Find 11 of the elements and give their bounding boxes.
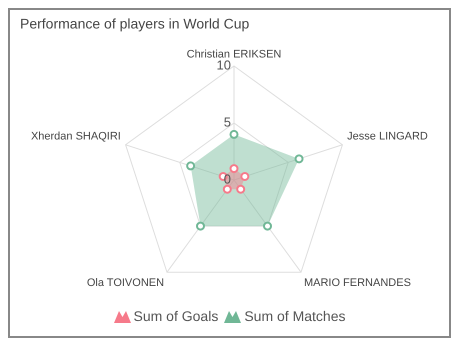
chart-title: Performance of players in World Cup (20, 15, 250, 32)
legend-label: Sum of Matches (244, 308, 346, 324)
spoke-label: Christian ERIKSEN (186, 48, 282, 60)
spoke-label: Jesse LINGARD (347, 130, 428, 143)
y-tick-label: 5 (224, 114, 231, 130)
spoke-label: Xherdan SHAQIRI (30, 130, 121, 143)
y-tick-label: 10 (216, 58, 231, 73)
legend-label: Sum of Goals (134, 308, 218, 324)
y-tick-label: 0 (224, 172, 231, 187)
spoke-label: Ola TOIVONEN (86, 276, 164, 289)
spoke-label: MARIO FERNANDES (304, 276, 411, 289)
